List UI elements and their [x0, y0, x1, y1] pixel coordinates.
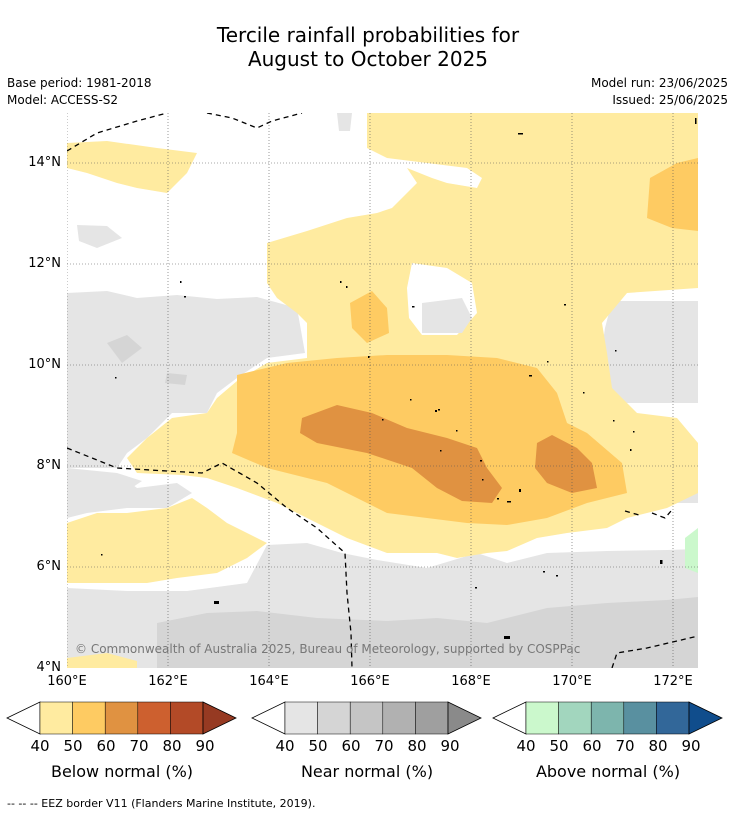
lon-label: 170°E [552, 674, 592, 689]
colorbar-segment [623, 701, 657, 735]
colorbar-tick: 80 [407, 737, 427, 755]
colorbar-near-normal-bar [251, 701, 482, 735]
colorbar-tick: 80 [162, 737, 182, 755]
colorbar-tick: 90 [681, 737, 701, 755]
colorbar-tick: 40 [30, 737, 50, 755]
lon-label: 164°E [249, 674, 289, 689]
map-canvas: © Commonwealth of Australia 2025, Bureau… [66, 112, 699, 669]
colorbar-segment [170, 701, 204, 735]
colorbar-segment [525, 701, 559, 735]
colorbar-above-normal-bar [492, 701, 723, 735]
lat-label: 10°N [28, 357, 61, 372]
gridlines [66, 113, 698, 668]
colorbar-tick: 90 [195, 737, 215, 755]
colorbar-tick: 40 [275, 737, 295, 755]
base-period-text: Base period: 1981-2018 [7, 76, 152, 90]
lat-label: 6°N [36, 559, 62, 574]
probability-map: © Commonwealth of Australia 2025, Bureau… [66, 112, 699, 669]
colorbar-segment [558, 701, 592, 735]
above-normal-40-50 [685, 528, 698, 573]
island-markers [101, 118, 697, 639]
colorbar-segment [39, 701, 73, 735]
colorbar-tick: 50 [308, 737, 328, 755]
lon-label: 168°E [451, 674, 491, 689]
colorbar-tick: 80 [648, 737, 668, 755]
copyright-notice: © Commonwealth of Australia 2025, Bureau… [75, 642, 580, 656]
colorbar-tick: 60 [582, 737, 602, 755]
lat-label: 14°N [28, 155, 61, 170]
below-normal-60-70 [300, 405, 597, 503]
colorbar-tick: 60 [341, 737, 361, 755]
map-title-line2: August to October 2025 [247, 47, 489, 71]
lon-label: 166°E [350, 674, 390, 689]
colorbar-segment [590, 701, 625, 735]
lon-label: 172°E [653, 674, 693, 689]
colorbar-segment [656, 701, 690, 735]
colorbar-below-normal-bar [6, 701, 237, 735]
colorbar-segment [349, 701, 384, 735]
colorbar-segment [72, 701, 106, 735]
colorbar-label-near: Near normal (%) [300, 762, 434, 781]
colorbar-label-below: Below normal (%) [50, 762, 194, 781]
eez-footnote: -- -- -- EEZ border V11 (Flanders Marine… [7, 797, 316, 810]
colorbar-segment [104, 701, 139, 735]
lon-label: 162°E [148, 674, 188, 689]
lat-label: 8°N [36, 458, 62, 473]
issued-text: Issued: 25/06/2025 [612, 93, 728, 107]
colorbar-label-above: Above normal (%) [535, 762, 681, 781]
lat-label: 12°N [28, 256, 61, 271]
colorbar-tick: 40 [516, 737, 536, 755]
eez-border-lines [66, 112, 699, 669]
colorbar-tick: 70 [374, 737, 394, 755]
lon-label: 160°E [47, 674, 87, 689]
model-run-text: Model run: 23/06/2025 [590, 76, 728, 90]
colorbar-segment [137, 701, 171, 735]
colorbar-tick: 50 [63, 737, 83, 755]
colorbar-segment [317, 701, 351, 735]
colorbar-tick: 60 [96, 737, 116, 755]
model-text: Model: ACCESS-S2 [7, 93, 119, 107]
colorbar-segment [284, 701, 318, 735]
colorbar-segment [382, 701, 416, 735]
colorbar-segment [415, 701, 449, 735]
map-title-line1: Tercile rainfall probabilities for [216, 23, 520, 47]
colorbar-tick: 90 [440, 737, 460, 755]
colorbar-tick: 50 [549, 737, 569, 755]
lat-label: 4°N [36, 660, 62, 675]
colorbar-tick: 70 [615, 737, 635, 755]
colorbar-tick: 70 [129, 737, 149, 755]
